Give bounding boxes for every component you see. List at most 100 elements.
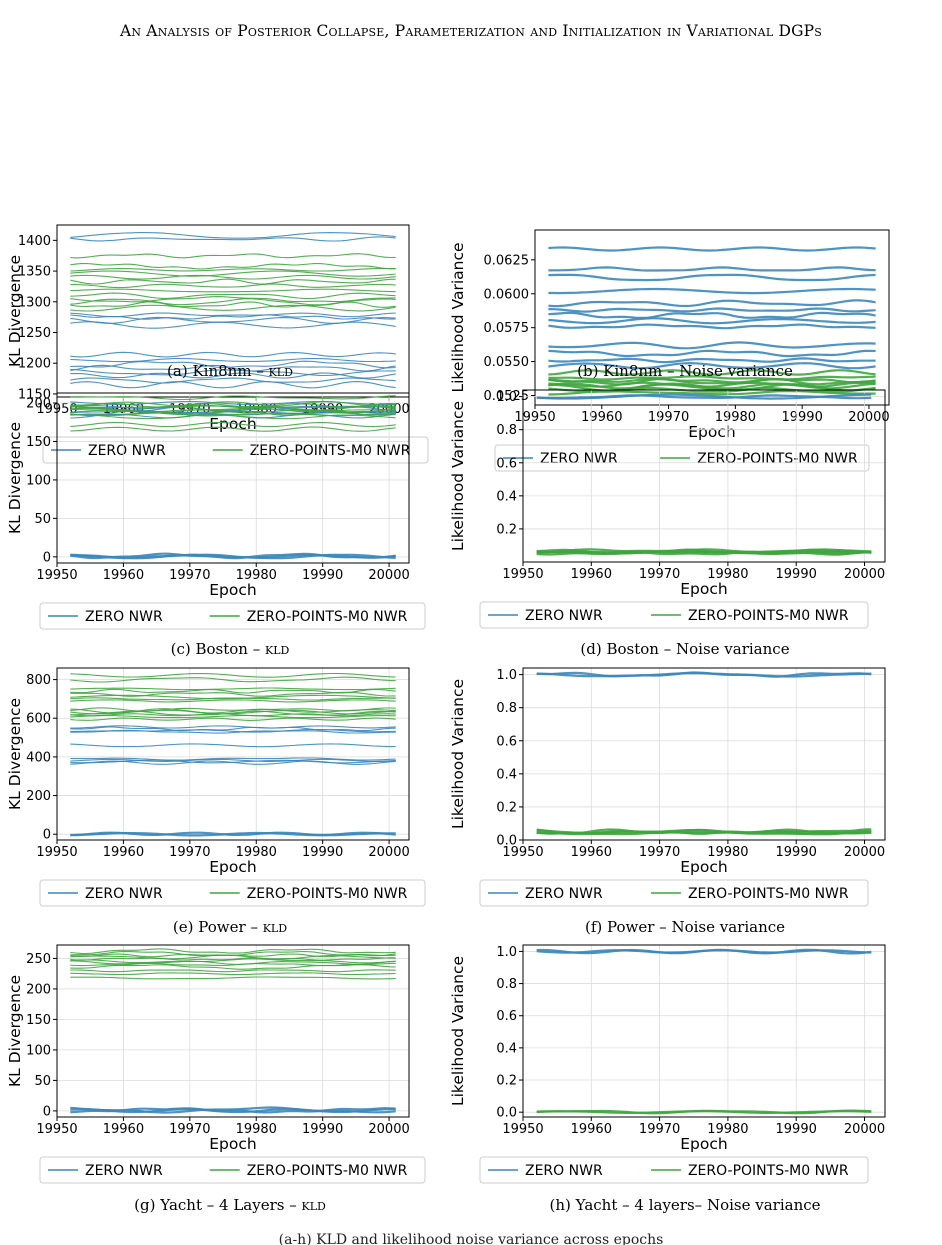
series-zero-points-line bbox=[70, 672, 396, 678]
series-zero-line bbox=[548, 287, 876, 295]
series-zero-points-line bbox=[70, 958, 396, 964]
x-tick-label: 19980 bbox=[707, 845, 748, 860]
plot-frame bbox=[522, 667, 886, 841]
series-zero-points-line bbox=[70, 676, 396, 683]
series-zero-points-line bbox=[70, 699, 396, 703]
chart-svg-h: 19950 19960 19970 19980 19990 20000 0.0 0.2 0.4 0… bbox=[449, 944, 886, 1184]
x-tick-label: 19960 bbox=[103, 568, 144, 583]
series-zero-points-line bbox=[70, 691, 396, 697]
series-zero-line bbox=[548, 307, 876, 313]
y-tick-label: 1300 bbox=[18, 295, 51, 310]
series-zero-line bbox=[70, 372, 396, 379]
series-zero-points-line bbox=[548, 375, 876, 381]
series-zero-line bbox=[548, 266, 876, 272]
legend-label: ZERO NWR bbox=[88, 443, 166, 459]
series-zero-points-line bbox=[70, 972, 396, 976]
y-tick-label: 0.4 bbox=[496, 489, 517, 504]
series-zero-points-line bbox=[548, 382, 876, 390]
legend-label: ZERO NWR bbox=[525, 1163, 603, 1179]
x-axis-label: Epoch bbox=[209, 581, 256, 599]
x-tick-label: 19950 bbox=[36, 845, 77, 860]
chart-panel-c: 19950 19960 19970 19980 19990 20000 0 50 100 150 2… bbox=[0, 385, 460, 635]
caption-text: (a) Kin8nm – bbox=[167, 362, 269, 380]
series-zero-line bbox=[70, 351, 396, 358]
caption-text: (d) Boston – Noise variance bbox=[580, 640, 790, 658]
caption-text: (f) Power – Noise variance bbox=[584, 918, 786, 936]
y-axis-label: KL Divergence bbox=[6, 975, 24, 1087]
plot-frame bbox=[534, 229, 890, 406]
series-zero-points-line bbox=[70, 395, 396, 401]
plot-frame bbox=[56, 392, 410, 564]
series-zero-line bbox=[548, 299, 876, 308]
series-zero-line bbox=[70, 364, 396, 372]
legend-label: ZERO-POINTS-M0 NWR bbox=[250, 443, 411, 459]
chart-svg-f: 19950 19960 19970 19980 19990 20000 0.0 0.2 0.4 0… bbox=[449, 667, 886, 907]
x-tick-label: 19970 bbox=[639, 845, 680, 860]
series-zero-line bbox=[70, 312, 396, 318]
subfigure-caption-d: (d) Boston – Noise variance bbox=[455, 640, 915, 658]
y-axis-label: Likelihood Variance bbox=[449, 401, 467, 551]
x-tick-label: 19990 bbox=[776, 567, 817, 582]
y-tick-label: 0.6 bbox=[496, 734, 517, 749]
legend-label: ZERO-POINTS-M0 NWR bbox=[688, 1163, 849, 1179]
chart-svg-d: 19950 19960 19970 19980 19990 20000 0.2 0.4 0.6 0… bbox=[449, 389, 886, 629]
series-zero-points-line bbox=[70, 274, 396, 280]
series-zero-line bbox=[548, 357, 876, 364]
legend-label: ZERO NWR bbox=[525, 608, 603, 624]
series-zero-line bbox=[70, 760, 396, 765]
legend-label: ZERO NWR bbox=[525, 886, 603, 902]
series-zero-points-line bbox=[70, 713, 396, 717]
series-zero-points-line bbox=[536, 1110, 872, 1114]
caption-text: (c) Boston – bbox=[170, 640, 266, 658]
subfigure-caption-a: (a) Kin8nm – kld bbox=[0, 362, 460, 380]
y-tick-label: 50 bbox=[34, 1074, 51, 1089]
y-tick-label: 200 bbox=[26, 789, 51, 804]
series-zero-points-line bbox=[70, 414, 396, 420]
y-tick-label: 1400 bbox=[18, 234, 51, 249]
series-zero-line bbox=[70, 757, 396, 761]
x-tick-label: 19960 bbox=[571, 1122, 612, 1137]
x-tick-label: 20000 bbox=[368, 568, 409, 583]
x-axis-label: Epoch bbox=[688, 423, 735, 441]
chart-svg-b: 19950 19960 19970 19980 19990 200000.05250.05… bbox=[449, 229, 890, 472]
series-zero-points-line bbox=[70, 954, 396, 960]
y-tick-label: 0.8 bbox=[496, 423, 517, 438]
y-tick-label: 50 bbox=[34, 512, 51, 527]
series-zero-line bbox=[536, 948, 872, 955]
x-tick-label: 19970 bbox=[169, 845, 210, 860]
y-axis-label: KL Divergence bbox=[6, 698, 24, 810]
x-tick-label: 19980 bbox=[236, 845, 277, 860]
series-zero-points-line bbox=[70, 267, 396, 272]
series-zero-points-line bbox=[70, 304, 396, 312]
series-zero-points-line bbox=[536, 830, 872, 836]
y-tick-label: 200 bbox=[26, 982, 51, 997]
series-zero-line bbox=[70, 726, 396, 732]
chart-panel-h: 19950 19960 19970 19980 19990 20000 0.0 0.2 0.4 0… bbox=[449, 940, 915, 1190]
series-zero-line bbox=[70, 357, 396, 363]
series-zero-line bbox=[70, 381, 396, 389]
subfigure-caption-b: (b) Kin8nm – Noise variance bbox=[455, 362, 915, 380]
subfigure-caption-h: (h) Yacht – 4 layers– Noise variance bbox=[455, 1196, 915, 1214]
x-tick-label: 19950 bbox=[514, 410, 555, 425]
legend-label: ZERO-POINTS-M0 NWR bbox=[688, 886, 849, 902]
legend-label: ZERO NWR bbox=[85, 886, 163, 902]
y-tick-label: 1.0 bbox=[496, 390, 517, 405]
x-tick-label: 20000 bbox=[848, 410, 889, 425]
series-zero-points-line bbox=[70, 694, 396, 700]
y-tick-label: 0.6 bbox=[496, 1009, 517, 1024]
y-tick-label: 1350 bbox=[18, 265, 51, 280]
plot-frame bbox=[522, 389, 886, 563]
series-zero-line bbox=[548, 273, 876, 282]
series-zero-line bbox=[70, 314, 396, 320]
series-zero-points-line bbox=[70, 717, 396, 721]
chart-panel-f: 19950 19960 19970 19980 19990 20000 0.0 0.2 0.4 0… bbox=[449, 663, 915, 913]
plot-frame bbox=[56, 944, 410, 1118]
x-tick-label: 19950 bbox=[502, 567, 543, 582]
y-axis-label: KL Divergence bbox=[6, 255, 24, 367]
subfigure-caption-e: (e) Power – kld bbox=[0, 918, 460, 936]
y-tick-label: 0 bbox=[43, 1104, 51, 1119]
series-zero-line bbox=[70, 758, 396, 762]
series-zero-points-line bbox=[70, 687, 396, 691]
x-tick-label: 19990 bbox=[302, 1122, 343, 1137]
series-zero-points-line bbox=[70, 278, 396, 285]
